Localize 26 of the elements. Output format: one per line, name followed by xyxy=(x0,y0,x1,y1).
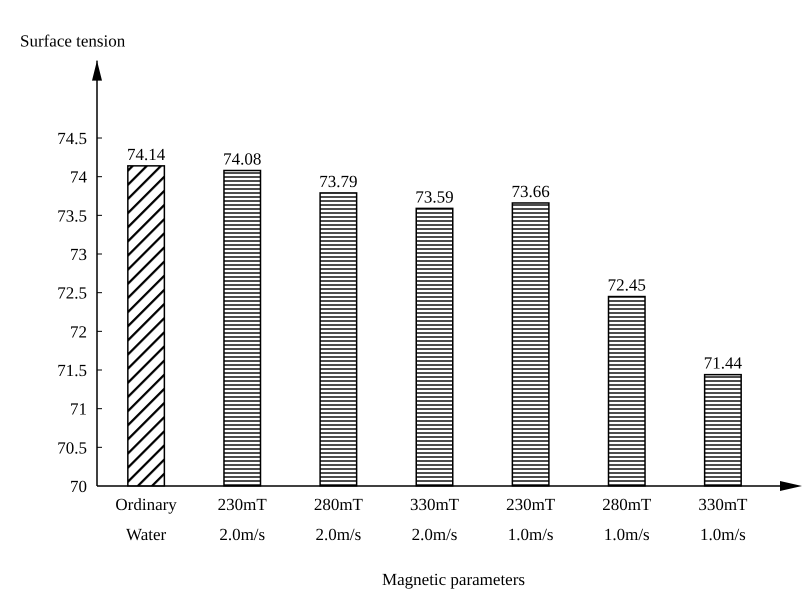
x-tick-label: 280mT 2.0m/s xyxy=(314,495,364,544)
data-label: 73.79 xyxy=(319,172,358,191)
y-tick-label: 72.5 xyxy=(57,284,87,303)
y-tick-label: 70.5 xyxy=(57,438,87,458)
y-tick-label: 73.5 xyxy=(57,206,87,226)
x-tick-label: 230mT 1.0m/s xyxy=(506,495,556,544)
x-tick-label: 330mT 1.0m/s xyxy=(698,495,748,544)
x-tick-label: 280mT 1.0m/s xyxy=(602,495,652,544)
y-tick-label: 73 xyxy=(70,244,87,264)
data-label: 74.14 xyxy=(126,144,166,164)
y-tick-label: 70 xyxy=(70,476,87,496)
data-label: 72.45 xyxy=(608,276,646,295)
x-tick-label: 230mT 2.0m/s xyxy=(218,495,268,544)
y-tick-label: 74.5 xyxy=(57,128,87,148)
data-label: 73.59 xyxy=(415,187,454,206)
y-tick-label: 71 xyxy=(70,400,87,419)
y-axis-title: Surface tension xyxy=(20,32,126,51)
x-tick-label: 330mT 2.0m/s xyxy=(410,495,460,544)
data-label: 71.44 xyxy=(704,354,743,373)
y-tick-label: 74 xyxy=(70,168,88,187)
y-tick-label: 72 xyxy=(70,322,87,342)
data-label: 74.08 xyxy=(223,149,262,168)
x-axis-title: Magnetic parameters xyxy=(382,570,526,589)
data-label: 73.66 xyxy=(512,182,550,201)
y-tick-label: 71.5 xyxy=(57,360,87,380)
x-tick-label: Ordinary Water xyxy=(115,495,178,544)
